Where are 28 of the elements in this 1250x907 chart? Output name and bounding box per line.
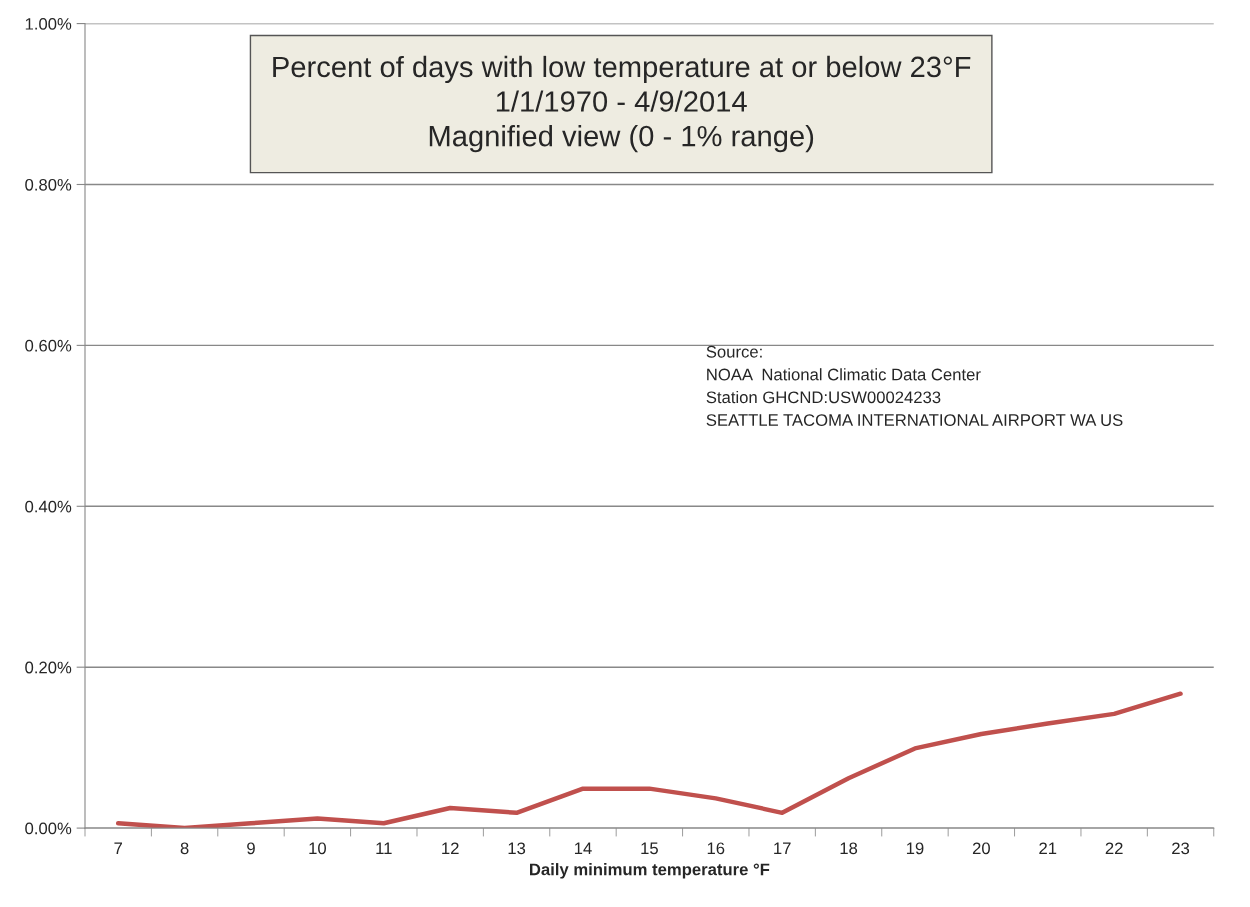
- x-tick-label: 14: [574, 842, 592, 855]
- x-tick-label: 19: [906, 842, 924, 855]
- x-tick-label: 8: [180, 842, 189, 855]
- x-tick-label: 12: [442, 842, 459, 855]
- x-tick-label: 23: [1172, 842, 1190, 855]
- x-tick-label: 22: [1105, 842, 1123, 855]
- y-tick-label: 0.00%: [25, 822, 72, 835]
- x-tick-label: 20: [972, 842, 990, 855]
- y-tick-label: 1.00%: [25, 17, 72, 30]
- x-axis-title: Daily minimum temperature °F: [530, 863, 770, 879]
- x-tick-label: 17: [774, 842, 791, 855]
- y-tick-label: 0.60%: [25, 339, 72, 352]
- x-tick-label: 11: [376, 842, 392, 855]
- y-tick-label: 0.40%: [25, 500, 72, 513]
- x-tick-label: 13: [508, 842, 526, 855]
- text: 1/1/1970 - 4/9/2014 Magnified view (0 - 1% range): [429, 90, 814, 153]
- annotation: Source: NOAA National Climatic Data Center Station GHCND:USW00024233 SEATTLE TACOMA INTERNATIONAL AIRPORT WA US: [706, 345, 1123, 426]
- x-tick-label: 7: [114, 842, 122, 855]
- x-tick-label: 21: [1039, 842, 1057, 855]
- x-tick-label: 9: [247, 842, 255, 855]
- y-tick-label: 0.80%: [25, 178, 72, 191]
- x-tick-label: 10: [309, 842, 327, 855]
- text: Percent of days with low temperature at or below 23°F: [273, 55, 971, 84]
- x-tick-label: 15: [641, 842, 658, 855]
- line-series: [115, 691, 1183, 829]
- y-tick-label: 0.20%: [25, 661, 72, 674]
- x-tick-label: 18: [840, 842, 858, 855]
- x-tick-label: 16: [707, 842, 725, 855]
